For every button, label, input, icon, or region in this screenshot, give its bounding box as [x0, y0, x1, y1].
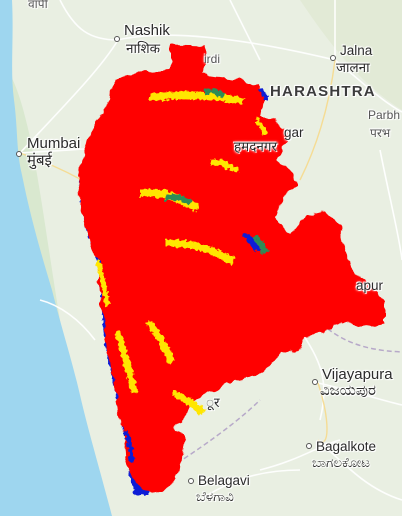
label-parbhani-en: Parbh: [368, 108, 401, 122]
label-nashik-en: Nashik: [124, 22, 170, 39]
label-shirdi-fragment: irdi: [204, 52, 221, 66]
overlay-main-region: [78, 45, 385, 493]
label-vijayapura-local: ವಿಜಯಪುರ: [320, 382, 376, 399]
label-vijayapura-en: Vijayapura: [322, 366, 393, 383]
raster-overlay: [78, 45, 385, 495]
label-jalna-en: Jalna: [340, 43, 373, 58]
city-dot-nashik[interactable]: [114, 36, 120, 42]
label-solapur-fragment: apur: [356, 278, 384, 293]
label-state: HARASHTRA: [270, 83, 376, 100]
state-boundary: [299, 299, 402, 353]
road-network: [19, 0, 402, 501]
city-dot-mumbai[interactable]: [16, 151, 22, 157]
overlay-yellow: [96, 91, 268, 415]
label-belagavi-local: ಬೆಳಗಾವಿ: [196, 489, 234, 504]
city-dot-belagavi[interactable]: [188, 478, 194, 484]
label-nashik-local: नाशिक: [126, 41, 161, 56]
city-dot-vijayapura[interactable]: [312, 379, 318, 385]
label-ahmednagar-local: हमदनगर: [234, 139, 278, 154]
label-parbhani-local: परभ: [370, 126, 391, 140]
label-belagavi-en: Belagavi: [198, 473, 250, 488]
city-dot-bagalkote[interactable]: [306, 443, 312, 449]
city-dot-jalna[interactable]: [330, 55, 336, 61]
label-bagalkote-en: Bagalkote: [316, 439, 377, 454]
label-ahmednagar-en: gar: [284, 125, 304, 140]
label-top-fragment: वापी: [28, 0, 48, 11]
arabian-sea: [0, 0, 112, 516]
label-kolhapur-fragment: ूर: [206, 395, 220, 410]
label-mumbai-en: Mumbai: [27, 135, 81, 152]
label-mumbai-local: मुंबई: [27, 152, 52, 169]
label-jalna-local: जालना: [336, 60, 370, 75]
inland-patch: [300, 0, 402, 110]
overlay-blue-spots: [124, 88, 268, 462]
label-bagalkote-local: ಬಾಗಲಕೋಟ: [312, 455, 370, 470]
